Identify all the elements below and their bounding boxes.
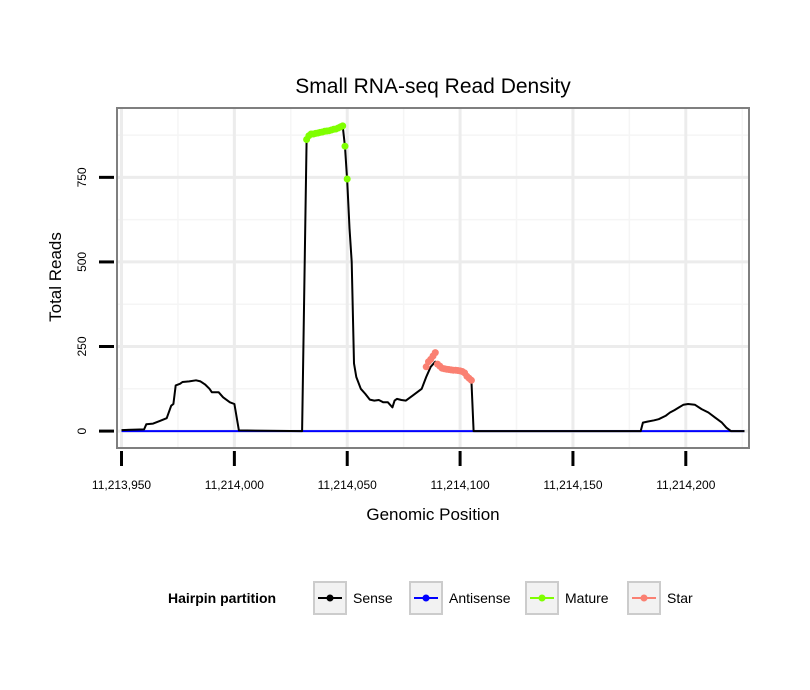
legend: Hairpin partition Sense Antisense Mature St… <box>168 581 693 615</box>
x-tick-label: 11,214,200 <box>656 478 715 492</box>
x-axis-title: Genomic Position <box>366 505 499 524</box>
y-tick-label: 250 <box>75 336 89 356</box>
legend-label: Star <box>667 590 693 606</box>
y-tick-label: 0 <box>75 427 89 434</box>
legend-item-star: Star <box>627 581 693 615</box>
x-tick-label: 11,214,100 <box>430 478 489 492</box>
legend-key-point <box>326 594 334 602</box>
grid-lines <box>117 108 749 448</box>
legend-key-point <box>640 594 648 602</box>
legend-title: Hairpin partition <box>168 590 276 606</box>
legend-key-point <box>422 594 430 602</box>
y-tick-label: 500 <box>75 252 89 272</box>
mature-data-point <box>343 175 351 183</box>
x-tick-label: 11,214,050 <box>318 478 377 492</box>
legend-label: Sense <box>353 590 393 606</box>
star-data-point <box>467 376 475 384</box>
mature-data-point <box>339 122 347 130</box>
y-tick-label: 750 <box>75 167 89 187</box>
sense-series-line <box>121 124 745 433</box>
legend-key-point <box>538 594 546 602</box>
series-layer <box>121 122 745 433</box>
y-axis-title: Total Reads <box>46 232 65 322</box>
x-tick-label: 11,214,150 <box>543 478 602 492</box>
legend-item-antisense: Antisense <box>409 581 511 615</box>
chart-title: Small RNA-seq Read Density <box>295 75 571 98</box>
legend-item-sense: Sense <box>313 581 393 615</box>
plot-panel-border <box>116 107 750 449</box>
mature-data-point <box>341 142 349 150</box>
legend-item-mature: Mature <box>525 581 609 615</box>
star-data-point <box>431 349 439 357</box>
legend-label: Antisense <box>449 590 511 606</box>
x-tick-label: 11,213,950 <box>92 478 151 492</box>
x-tick-label: 11,214,000 <box>205 478 264 492</box>
axes: 11,213,950 11,214,000 11,214,050 11,214,100… <box>75 167 716 492</box>
legend-label: Mature <box>565 590 609 606</box>
